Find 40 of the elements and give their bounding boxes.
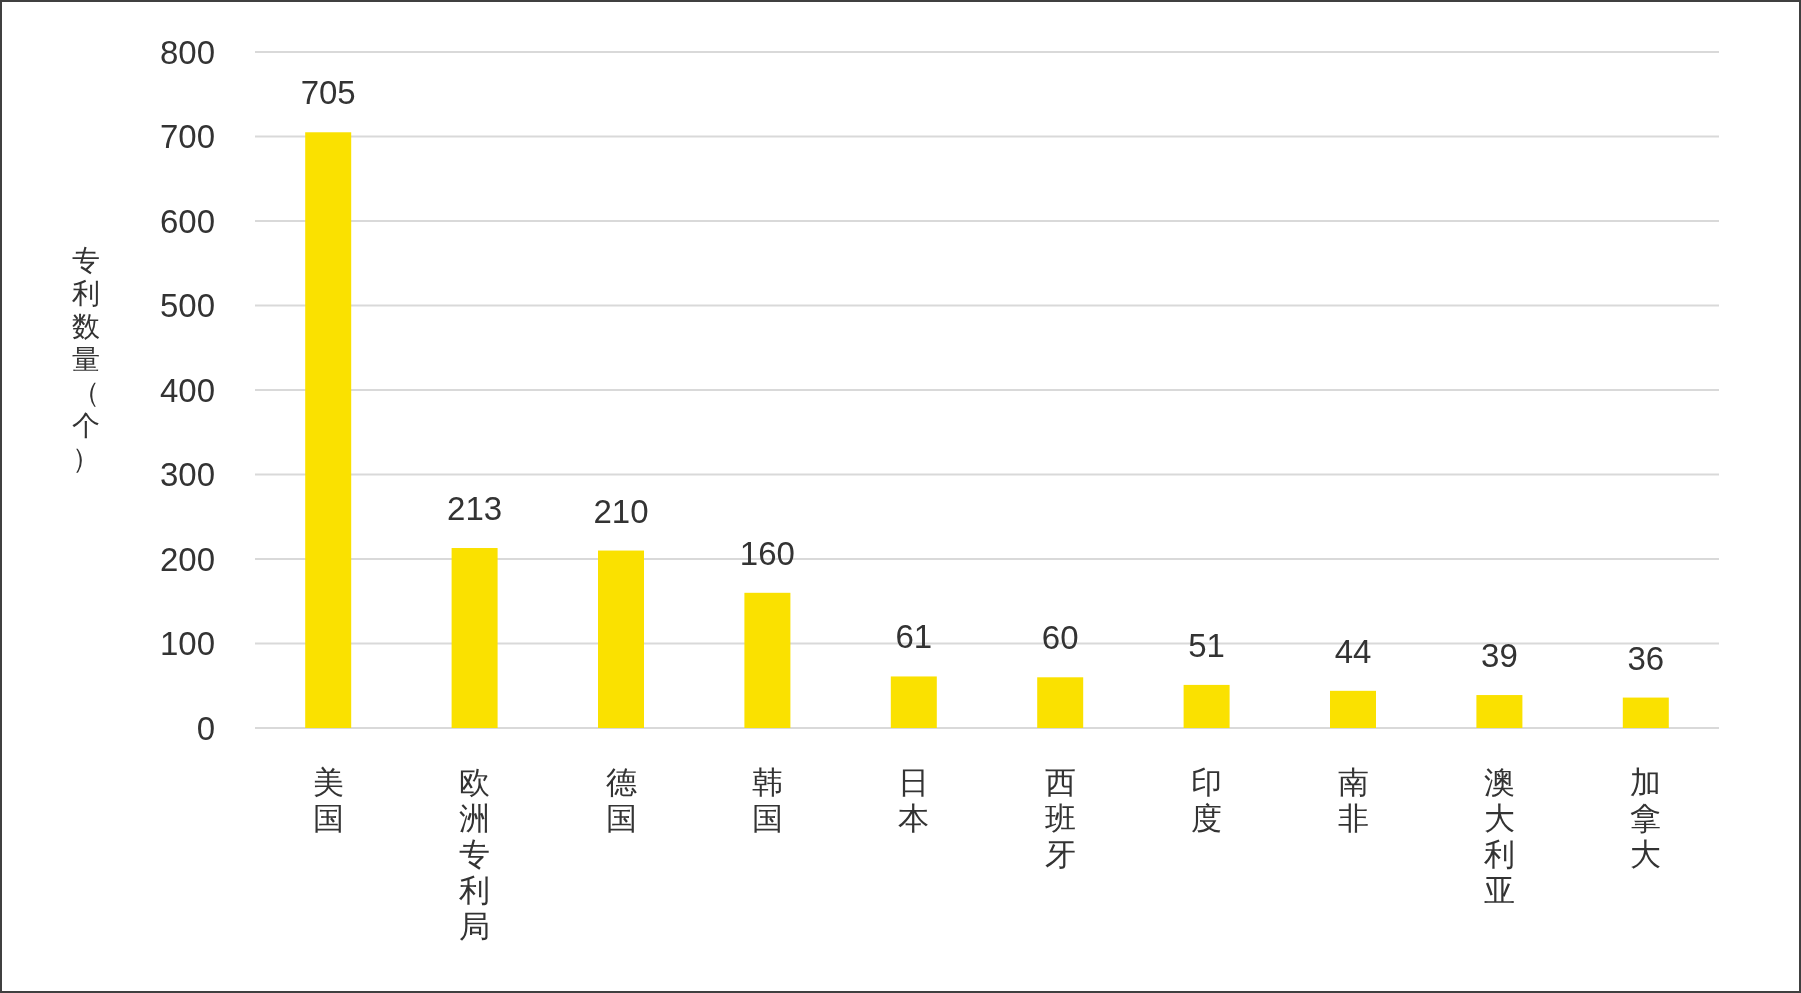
data-label: 36 (1627, 639, 1665, 677)
x-tick-label: 澳大利亚 (1483, 765, 1515, 908)
bar (744, 592, 791, 728)
data-label: 60 (1041, 619, 1079, 657)
y-tick-label: 700 (159, 118, 215, 155)
bar (1183, 684, 1230, 728)
y-tick-label: 100 (159, 625, 215, 662)
data-label: 61 (895, 618, 933, 656)
data-label: 705 (300, 74, 356, 112)
x-tick-label: 加拿大 (1630, 765, 1662, 872)
x-tick-label: 美国 (312, 765, 344, 836)
y-tick-label: 400 (159, 371, 215, 409)
bar (1037, 677, 1084, 728)
bar (1330, 690, 1376, 728)
x-tick-label: 日本 (898, 765, 930, 836)
data-label: 51 (1188, 626, 1225, 664)
bar (598, 550, 644, 728)
y-tick-label: 200 (159, 540, 215, 578)
x-tick-label: 德国 (605, 765, 637, 836)
bar (1476, 695, 1523, 728)
data-label: 213 (447, 490, 503, 528)
x-tick-label: 韩国 (751, 765, 783, 836)
bar (1622, 697, 1669, 728)
y-tick-label: 600 (159, 202, 215, 240)
data-label: 160 (739, 534, 795, 572)
bar (305, 132, 352, 728)
bar (890, 676, 937, 728)
data-label: 44 (1334, 632, 1372, 670)
y-tick-label: 300 (159, 456, 215, 493)
y-tick-label: 500 (159, 287, 215, 324)
x-tick-label: 印度 (1191, 765, 1223, 836)
y-tick-label: 0 (196, 709, 215, 747)
x-tick-label: 欧洲专利局 (459, 765, 491, 944)
bar (451, 548, 498, 728)
x-tick-label: 西班牙 (1044, 765, 1076, 872)
y-tick-label: 800 (159, 33, 215, 71)
data-label: 210 (593, 492, 649, 530)
x-tick-label: 南非 (1337, 765, 1369, 836)
y-axis-title: 专利数量（个） (72, 245, 100, 474)
data-label: 39 (1481, 637, 1518, 675)
